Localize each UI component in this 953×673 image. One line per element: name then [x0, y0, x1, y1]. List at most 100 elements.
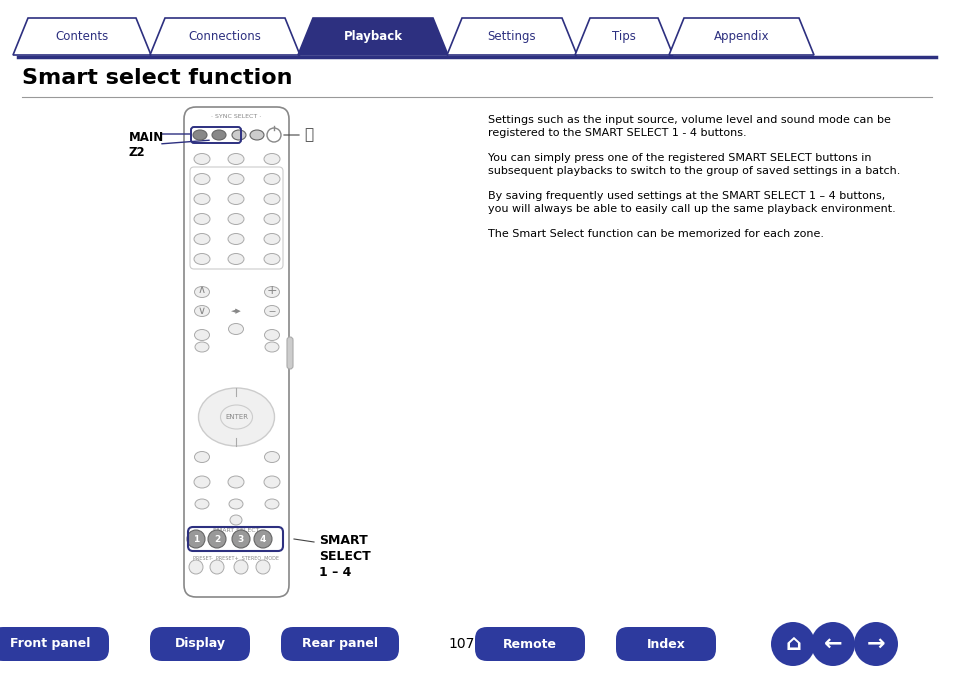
- Text: 2: 2: [213, 534, 220, 544]
- Ellipse shape: [193, 153, 210, 164]
- Ellipse shape: [193, 194, 210, 205]
- Ellipse shape: [228, 194, 244, 205]
- Ellipse shape: [212, 130, 226, 140]
- Text: 1: 1: [193, 534, 199, 544]
- Text: Settings: Settings: [487, 30, 536, 43]
- Circle shape: [210, 560, 224, 574]
- FancyBboxPatch shape: [0, 627, 109, 661]
- FancyBboxPatch shape: [150, 627, 250, 661]
- Polygon shape: [447, 18, 577, 55]
- Ellipse shape: [220, 405, 253, 429]
- FancyBboxPatch shape: [184, 107, 289, 597]
- Ellipse shape: [264, 234, 280, 244]
- FancyBboxPatch shape: [616, 627, 716, 661]
- Ellipse shape: [228, 213, 244, 225]
- Circle shape: [187, 530, 205, 548]
- Ellipse shape: [264, 254, 280, 264]
- Text: Front panel: Front panel: [10, 637, 91, 651]
- Ellipse shape: [264, 330, 279, 341]
- Circle shape: [770, 622, 814, 666]
- Ellipse shape: [229, 499, 243, 509]
- Text: Display: Display: [174, 637, 225, 651]
- Ellipse shape: [194, 330, 210, 341]
- Ellipse shape: [193, 234, 210, 244]
- Ellipse shape: [228, 234, 244, 244]
- Text: ENTER: ENTER: [225, 414, 248, 420]
- Text: Smart select function: Smart select function: [22, 68, 293, 88]
- FancyBboxPatch shape: [475, 627, 584, 661]
- FancyBboxPatch shape: [281, 627, 398, 661]
- Circle shape: [208, 530, 226, 548]
- Ellipse shape: [265, 342, 278, 352]
- Text: ⏻: ⏻: [304, 127, 313, 143]
- Text: SMART
SELECT
1 – 4: SMART SELECT 1 – 4: [318, 534, 371, 579]
- Circle shape: [232, 530, 250, 548]
- Ellipse shape: [250, 130, 264, 140]
- Text: Contents: Contents: [55, 30, 109, 43]
- Ellipse shape: [193, 174, 210, 184]
- Text: The Smart Select function can be memorized for each zone.: The Smart Select function can be memoriz…: [488, 229, 823, 239]
- Text: ◄▶: ◄▶: [231, 308, 241, 314]
- Text: Appendix: Appendix: [713, 30, 768, 43]
- Ellipse shape: [264, 287, 279, 297]
- Polygon shape: [150, 18, 299, 55]
- Polygon shape: [297, 18, 448, 55]
- Text: +: +: [267, 283, 277, 297]
- Text: Rear panel: Rear panel: [302, 637, 377, 651]
- Ellipse shape: [229, 324, 243, 334]
- Text: You can simply press one of the registered SMART SELECT buttons in
subsequent pl: You can simply press one of the register…: [488, 153, 900, 176]
- Polygon shape: [575, 18, 672, 55]
- Ellipse shape: [193, 476, 210, 488]
- Text: SMART SELECT: SMART SELECT: [213, 528, 259, 532]
- Ellipse shape: [264, 452, 279, 462]
- Ellipse shape: [198, 388, 274, 446]
- Ellipse shape: [194, 287, 210, 297]
- Text: · SYNC SELECT ·: · SYNC SELECT ·: [212, 114, 261, 120]
- Text: Settings such as the input source, volume level and sound mode can be
registered: Settings such as the input source, volum…: [488, 115, 890, 138]
- Circle shape: [233, 560, 248, 574]
- Ellipse shape: [194, 342, 209, 352]
- Circle shape: [255, 560, 270, 574]
- Ellipse shape: [228, 476, 244, 488]
- Text: ⌂: ⌂: [784, 634, 801, 654]
- Ellipse shape: [264, 194, 280, 205]
- Text: ←: ←: [822, 634, 841, 654]
- Text: ∨: ∨: [197, 306, 206, 316]
- Circle shape: [853, 622, 897, 666]
- Text: Index: Index: [646, 637, 684, 651]
- Ellipse shape: [228, 254, 244, 264]
- Text: Tips: Tips: [612, 30, 636, 43]
- Polygon shape: [668, 18, 813, 55]
- Circle shape: [189, 560, 203, 574]
- Circle shape: [810, 622, 854, 666]
- Text: By saving frequently used settings at the SMART SELECT 1 – 4 buttons,
you will a: By saving frequently used settings at th…: [488, 191, 895, 214]
- Ellipse shape: [193, 130, 207, 140]
- Ellipse shape: [194, 306, 210, 316]
- Text: PRESET-  PRESET+  STEREO  MODE: PRESET- PRESET+ STEREO MODE: [193, 555, 279, 561]
- Text: ∧: ∧: [197, 285, 206, 295]
- Text: 3: 3: [237, 534, 244, 544]
- FancyBboxPatch shape: [287, 337, 293, 369]
- Ellipse shape: [264, 174, 280, 184]
- Ellipse shape: [264, 153, 280, 164]
- Text: Playback: Playback: [343, 30, 402, 43]
- Text: Connections: Connections: [189, 30, 261, 43]
- Text: ‒: ‒: [268, 306, 275, 316]
- Ellipse shape: [232, 130, 246, 140]
- Polygon shape: [13, 18, 151, 55]
- Ellipse shape: [194, 499, 209, 509]
- Ellipse shape: [193, 213, 210, 225]
- Circle shape: [253, 530, 272, 548]
- Ellipse shape: [265, 499, 278, 509]
- Ellipse shape: [264, 306, 279, 316]
- Text: Remote: Remote: [502, 637, 557, 651]
- Ellipse shape: [264, 213, 280, 225]
- Ellipse shape: [228, 174, 244, 184]
- Ellipse shape: [193, 254, 210, 264]
- Ellipse shape: [228, 153, 244, 164]
- Ellipse shape: [194, 452, 210, 462]
- Ellipse shape: [230, 515, 242, 525]
- Text: →: →: [865, 634, 884, 654]
- Text: 107: 107: [448, 637, 475, 651]
- Text: 4: 4: [259, 534, 266, 544]
